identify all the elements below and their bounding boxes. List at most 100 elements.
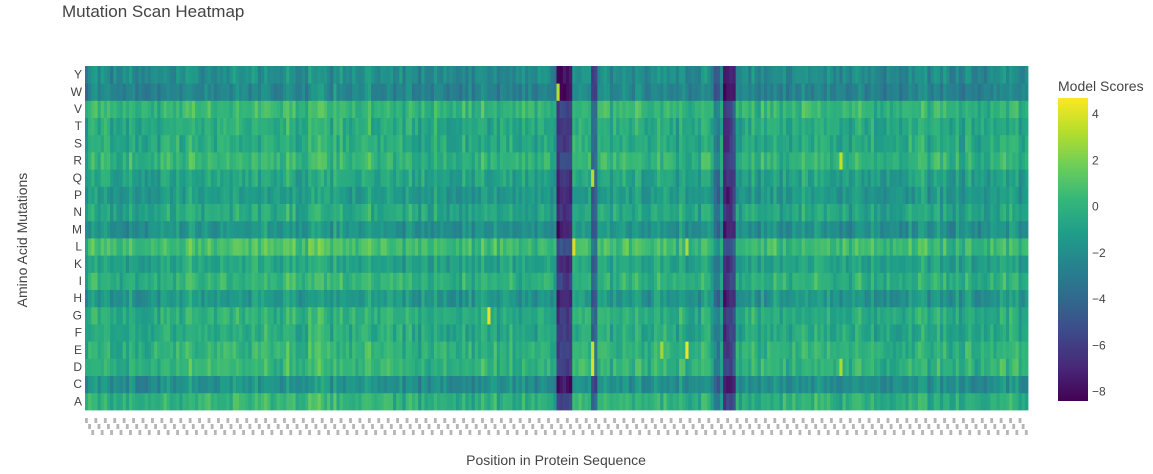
heatmap-cell: [166, 289, 171, 308]
heatmap-cell: [295, 152, 300, 170]
heatmap-cell: [232, 272, 237, 290]
heatmap-cell: [763, 341, 768, 359]
heatmap-cell: [855, 186, 859, 204]
heatmap-cell: [116, 341, 120, 359]
heatmap-cell: [270, 134, 274, 153]
heatmap-cell: [345, 152, 350, 170]
heatmap-cell: [540, 289, 545, 308]
heatmap-cell: [707, 186, 711, 204]
heatmap-cell: [223, 134, 227, 153]
heatmap-cell: [748, 203, 752, 222]
heatmap-cell: [760, 272, 765, 290]
heatmap-cell: [204, 255, 208, 273]
heatmap-cell: [270, 238, 274, 256]
heatmap-cell: [855, 272, 859, 290]
heatmap-cell: [151, 152, 155, 170]
heatmap-cell: [804, 358, 809, 376]
heatmap-cell: [961, 134, 966, 153]
heatmap-cell: [201, 358, 205, 376]
heatmap-cell: [553, 392, 557, 411]
heatmap-cell: [917, 375, 922, 394]
heatmap-cell: [481, 358, 485, 376]
heatmap-cell: [760, 358, 765, 376]
heatmap-cell: [499, 392, 504, 411]
heatmap-cell: [166, 238, 171, 256]
heatmap-cell: [572, 289, 576, 308]
heatmap-cell: [763, 186, 768, 204]
heatmap-cell: [578, 289, 583, 308]
heatmap-cell: [952, 134, 957, 153]
heatmap-cell: [157, 152, 161, 170]
heatmap-cell: [669, 289, 674, 308]
heatmap-cell: [650, 324, 655, 342]
heatmap-cell: [534, 289, 539, 308]
heatmap-cell: [833, 324, 837, 342]
heatmap-cell: [191, 186, 196, 204]
heatmap-cell: [421, 134, 425, 153]
heatmap-cell: [993, 324, 997, 342]
heatmap-cell: [795, 186, 799, 204]
heatmap-cell: [804, 375, 809, 394]
heatmap-cell: [584, 375, 589, 394]
heatmap-cell: [848, 341, 853, 359]
heatmap-cell: [477, 306, 482, 325]
heatmap-cell: [691, 358, 696, 376]
heatmap-cell: [399, 220, 403, 239]
heatmap-cell: [389, 272, 394, 290]
heatmap-cell: [477, 341, 482, 359]
heatmap-cell: [619, 117, 623, 136]
heatmap-cell: [996, 341, 1001, 359]
heatmap-cell: [465, 341, 469, 359]
heatmap-cell: [911, 358, 916, 376]
heatmap-cell: [330, 306, 334, 325]
heatmap-cell: [939, 375, 944, 394]
heatmap-cell: [688, 169, 693, 187]
heatmap-cell: [565, 341, 570, 359]
heatmap-cell: [701, 272, 705, 290]
heatmap-cell: [154, 117, 158, 136]
heatmap-cell: [823, 324, 828, 342]
heatmap-cell: [248, 255, 252, 273]
heatmap-cell: [594, 117, 598, 136]
heatmap-cell: [826, 186, 831, 204]
heatmap-cell: [267, 134, 271, 153]
heatmap-cell: [166, 203, 171, 222]
heatmap-cell: [496, 341, 501, 359]
heatmap-cell: [220, 203, 224, 222]
heatmap-cell: [452, 341, 457, 359]
heatmap-cell: [1009, 289, 1013, 308]
heatmap-cell: [795, 134, 799, 153]
heatmap-cell: [355, 289, 359, 308]
heatmap-cell: [411, 134, 416, 153]
heatmap-cell: [94, 152, 98, 170]
heatmap-cell: [226, 289, 230, 308]
heatmap-cell: [820, 169, 825, 187]
heatmap-cell: [663, 169, 667, 187]
heatmap-cell: [446, 203, 451, 222]
heatmap-cell: [908, 358, 913, 376]
heatmap-cell: [298, 289, 303, 308]
heatmap-cell: [327, 220, 331, 239]
heatmap-cell: [930, 341, 935, 359]
heatmap-cell: [562, 203, 567, 222]
heatmap-cell: [352, 272, 356, 290]
heatmap-cell: [647, 272, 652, 290]
heatmap-cell: [474, 272, 479, 290]
heatmap-cell: [358, 152, 363, 170]
heatmap-cell: [352, 169, 356, 187]
heatmap-cell: [248, 272, 252, 290]
heatmap-cell: [427, 203, 432, 222]
heatmap-cell: [974, 306, 979, 325]
heatmap-cell: [383, 289, 388, 308]
heatmap-cell: [691, 117, 696, 136]
heatmap-cell: [770, 341, 774, 359]
heatmap-cell: [930, 203, 935, 222]
heatmap-cell: [408, 203, 413, 222]
heatmap-cell: [631, 272, 636, 290]
heatmap-cell: [723, 203, 727, 222]
heatmap-cell: [851, 341, 856, 359]
heatmap-cell: [179, 220, 183, 239]
heatmap-cell: [493, 375, 498, 394]
heatmap-cell: [990, 152, 994, 170]
